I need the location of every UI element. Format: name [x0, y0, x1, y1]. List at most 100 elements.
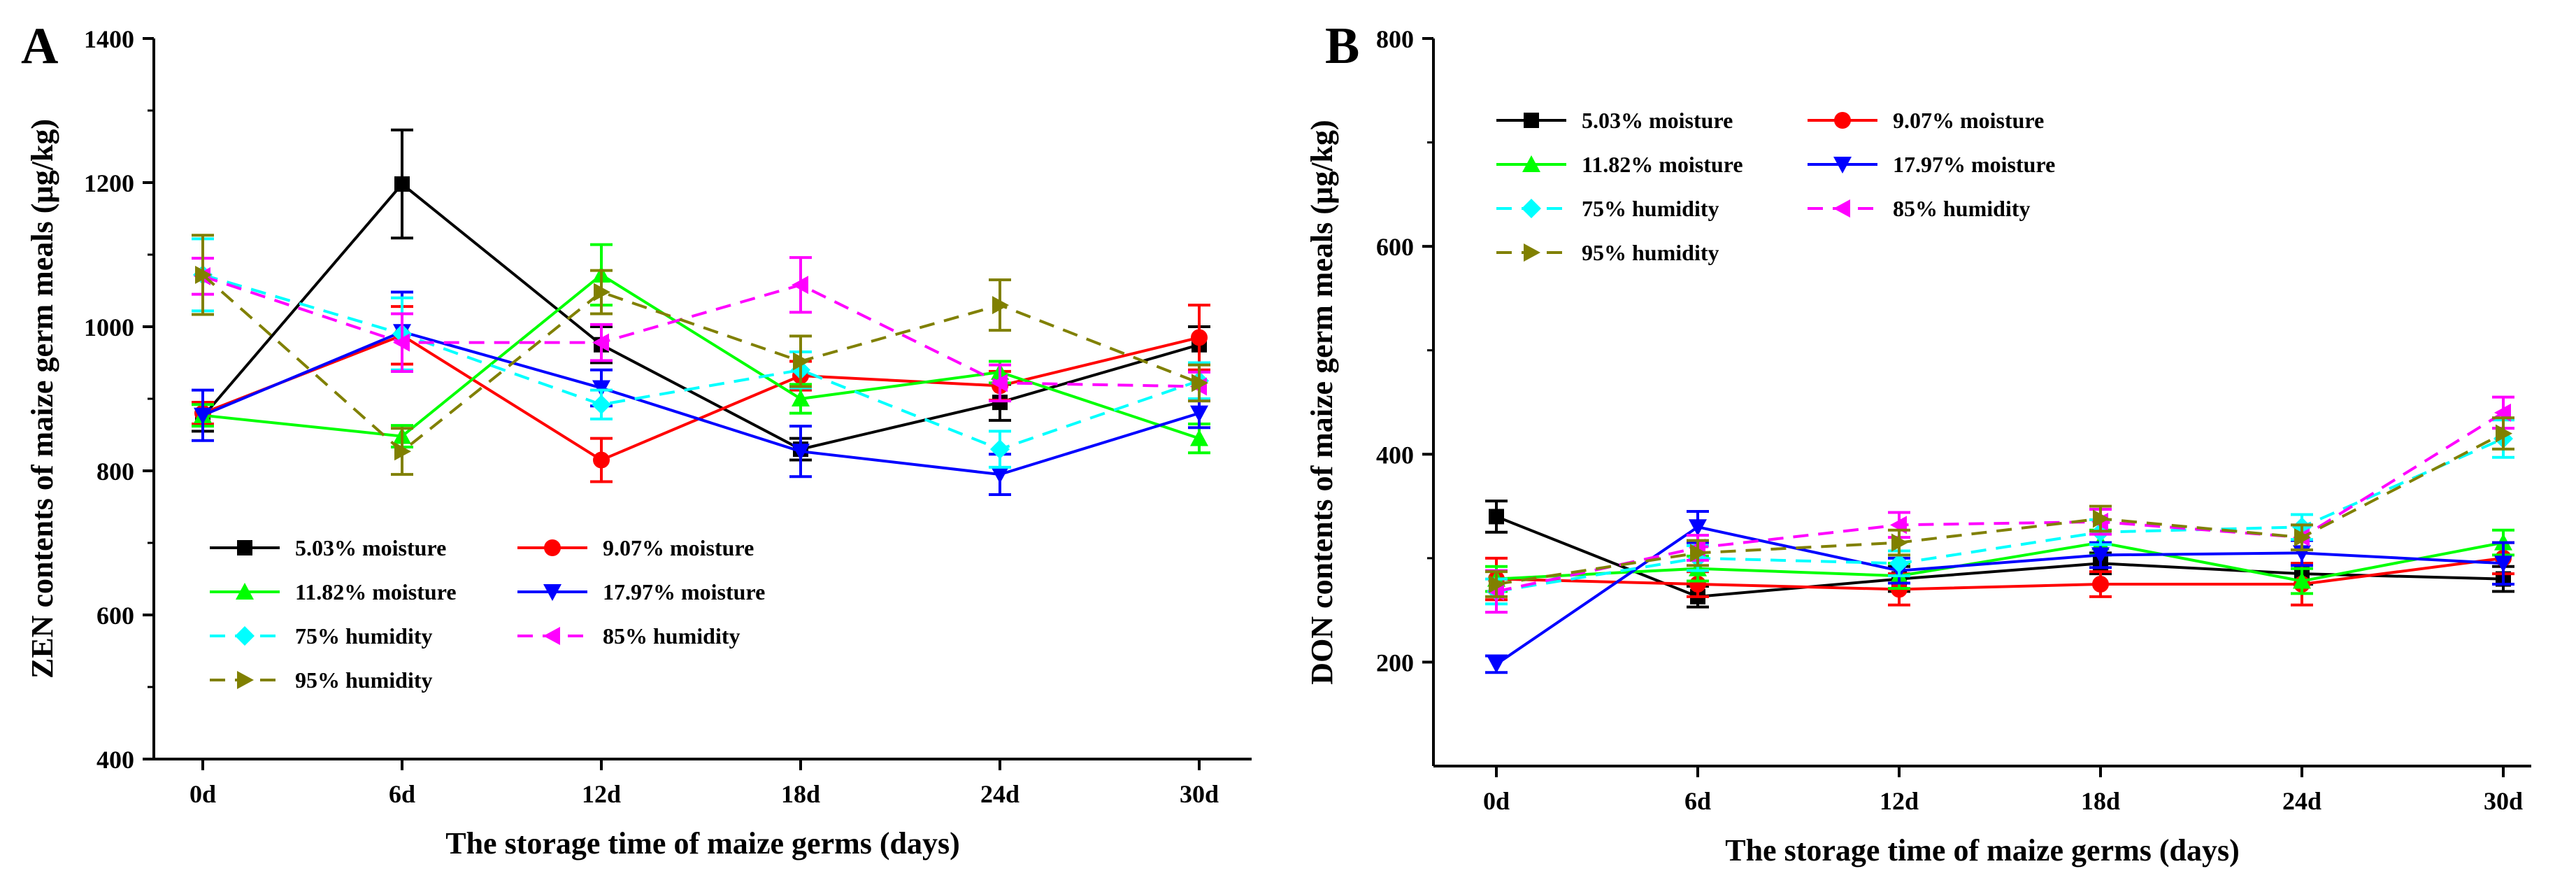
data-point [1889, 553, 1909, 574]
legend-marker [1833, 199, 1850, 218]
legend: 5.03% moisture 9.07% moisture 11.82% moist… [210, 535, 765, 693]
data-point [594, 283, 610, 302]
series-line [202, 330, 1200, 476]
data-point [1891, 533, 1908, 552]
legend-label: 95% humidity [295, 667, 432, 693]
x-tick-label: 12d [1880, 787, 1919, 815]
data-point [194, 407, 212, 425]
y-axis-label: ZEN contents of maize germ meals (µg/kg) [25, 119, 59, 679]
legend-marker [544, 539, 561, 556]
x-tick-label: 18d [2081, 787, 2120, 815]
legend-item: 17.97% moisture [1808, 152, 2055, 177]
series-2 [192, 304, 1210, 483]
legend-marker [237, 540, 252, 555]
data-point [1190, 429, 1208, 446]
data-point [992, 296, 1009, 315]
y-tick-label: 200 [1376, 649, 1414, 677]
legend-marker [237, 671, 254, 689]
y-tick-label: 400 [1376, 441, 1414, 469]
legend-marker [235, 626, 255, 646]
legend-label: 17.97% moisture [1893, 152, 2055, 177]
y-tick-label: 800 [1376, 25, 1414, 53]
legend-item: 11.82% moisture [1496, 152, 1743, 177]
series-line [202, 273, 1200, 451]
legend-label: 9.07% moisture [1893, 108, 2044, 133]
data-point [195, 265, 212, 284]
legend-label: 95% humidity [1582, 240, 1719, 265]
y-tick-label: 600 [96, 602, 134, 630]
data-point [592, 380, 610, 397]
y-tick-label: 1200 [84, 169, 134, 197]
x-tick-label: 30d [1180, 780, 1219, 808]
data-point [990, 439, 1010, 460]
x-tick-label: 6d [389, 780, 415, 808]
legend-item: 17.97% moisture [517, 579, 765, 604]
series-6 [192, 256, 1210, 403]
data-point [1190, 405, 1208, 423]
data-point [2091, 547, 2110, 565]
legend-item: 9.07% moisture [1808, 108, 2044, 133]
y-tick-label: 1000 [84, 313, 134, 341]
series-line [202, 273, 1200, 440]
series-4 [192, 290, 1210, 496]
legend-item: 75% humidity [210, 623, 432, 649]
panel-label: A [21, 17, 58, 75]
legend-marker [236, 583, 254, 600]
data-point [2494, 555, 2512, 573]
data-point [592, 395, 611, 415]
legend-marker [543, 627, 560, 645]
y-tick-label: 400 [96, 746, 134, 774]
data-point [792, 444, 810, 461]
legend-label: 11.82% moisture [1582, 152, 1743, 177]
data-point [991, 467, 1009, 484]
series-4 [1485, 510, 2514, 674]
data-point [1191, 329, 1208, 346]
series-line [1496, 556, 2504, 591]
data-point [592, 333, 609, 352]
series-7 [192, 234, 1210, 476]
series-line [1496, 437, 2504, 593]
legend-item: 85% humidity [517, 623, 740, 649]
legend-item: 95% humidity [1496, 240, 1719, 265]
y-axis-label: DON contents of maize germ meals (µg/kg) [1305, 120, 1339, 684]
legend-marker [1522, 199, 1541, 218]
panel-b: 200 400 600 800 0d 6d 12d 18d 24d 30d The storage … [1305, 17, 2531, 868]
y-tick-label: 600 [1376, 233, 1414, 261]
legend-item: 5.03% moisture [210, 535, 446, 560]
data-point [593, 451, 610, 469]
legend-marker [1522, 155, 1540, 172]
legend-item: 95% humidity [210, 667, 432, 693]
panel-a: 400 600 800 1000 1200 1400 0d 6d 12d 18d 24d 30d The… [21, 17, 1252, 861]
series-line [202, 334, 1200, 462]
legend-label: 11.82% moisture [295, 579, 457, 604]
data-point [2093, 509, 2110, 528]
data-point [792, 276, 808, 295]
data-point [1489, 575, 1505, 593]
legend-item: 11.82% moisture [210, 579, 457, 604]
legend-label: 17.97% moisture [603, 579, 765, 604]
legend-marker [1524, 243, 1540, 262]
x-axis-label: The storage time of maize germs (days) [445, 826, 960, 861]
series-3 [192, 243, 1210, 455]
x-tick-label: 0d [189, 780, 216, 808]
legend-marker [1834, 112, 1851, 129]
legend-label: 85% humidity [603, 623, 740, 649]
series-1 [1485, 500, 2514, 609]
data-point [1690, 544, 1707, 562]
legend-label: 85% humidity [1893, 196, 2030, 221]
data-point [2293, 572, 2311, 589]
series-line [202, 275, 1200, 388]
x-tick-label: 6d [1684, 787, 1711, 815]
data-point [394, 176, 410, 192]
data-point [992, 395, 1008, 411]
data-point [1487, 656, 1505, 674]
series-5 [192, 237, 1210, 469]
legend-label: 75% humidity [1582, 196, 1719, 221]
data-point [792, 390, 810, 406]
legend-marker [1524, 113, 1539, 128]
x-tick-label: 12d [582, 780, 621, 808]
legend-marker [543, 584, 561, 601]
data-point [1489, 509, 1504, 525]
data-point [1689, 519, 1707, 537]
